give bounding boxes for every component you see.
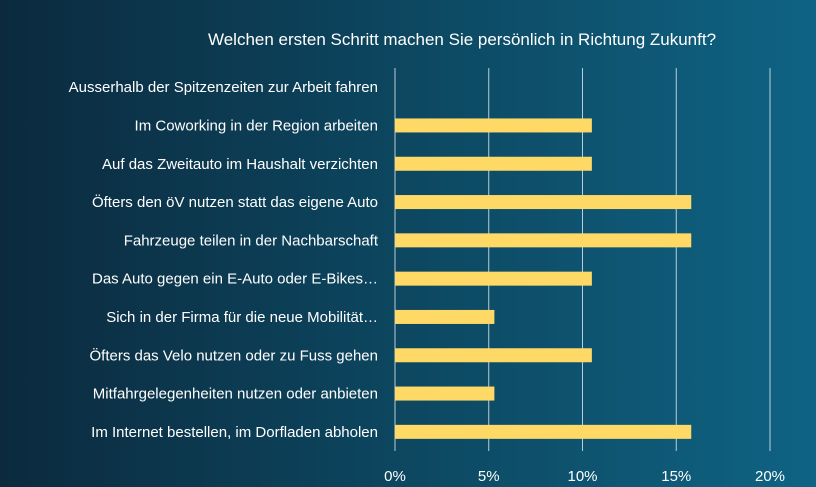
x-tick-label: 15% <box>661 468 691 485</box>
category-label: Auf das Zweitauto im Haushalt verzichten <box>102 156 378 173</box>
category-label: Fahrzeuge teilen in der Nachbarschaft <box>124 232 379 249</box>
bar <box>395 233 692 248</box>
bar <box>395 118 592 133</box>
bar <box>395 271 592 286</box>
x-tick-label: 20% <box>755 468 785 485</box>
category-label: Das Auto gegen ein E-Auto oder E-Bikes… <box>92 271 378 288</box>
bar <box>395 386 495 401</box>
category-label: Ausserhalb der Spitzenzeiten zur Arbeit … <box>69 79 378 96</box>
category-label: Öfters das Velo nutzen oder zu Fuss gehe… <box>89 346 378 364</box>
bar <box>395 195 692 210</box>
category-label: Im Internet bestellen, im Dorfladen abho… <box>91 424 378 441</box>
category-label: Mitfahrgelegenheiten nutzen oder anbiete… <box>93 386 378 403</box>
category-label: Im Coworking in der Region arbeiten <box>135 117 378 134</box>
x-tick-label: 0% <box>384 468 406 485</box>
chart-title: Welchen ersten Schritt machen Sie persön… <box>208 30 716 49</box>
bar <box>395 348 592 363</box>
x-tick-label: 10% <box>567 468 597 485</box>
category-label: Öfters den öV nutzen statt das eigene Au… <box>92 193 378 211</box>
category-labels: Ausserhalb der Spitzenzeiten zur Arbeit … <box>69 79 379 441</box>
bars <box>395 118 692 439</box>
category-label: Sich in der Firma für die neue Mobilität… <box>106 309 378 326</box>
bar <box>395 156 592 171</box>
bar <box>395 424 692 439</box>
x-axis-ticks: 0% 5% 10% 15% 20% <box>384 468 785 485</box>
bar <box>395 309 495 324</box>
x-tick-label: 5% <box>478 468 500 485</box>
